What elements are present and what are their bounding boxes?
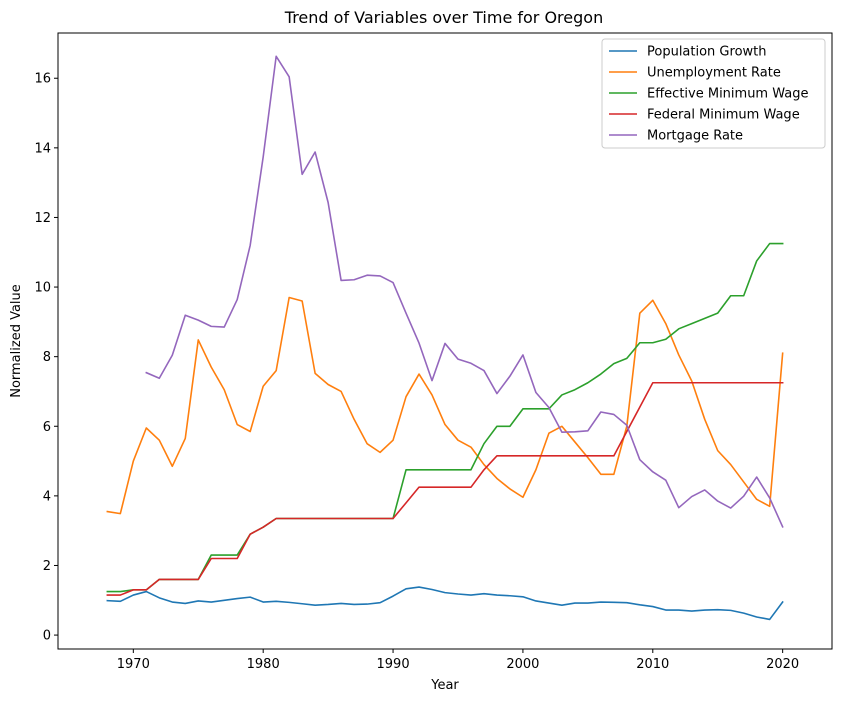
y-tick-label: 12 (34, 211, 51, 226)
y-tick-label: 4 (43, 489, 51, 504)
y-axis-label: Normalized Value (9, 284, 24, 398)
y-tick-label: 8 (43, 350, 51, 365)
y-tick-label: 10 (34, 281, 51, 296)
legend-label-unemployment-rate: Unemployment Rate (647, 66, 781, 81)
legend-label-federal-minimum-wage: Federal Minimum Wage (647, 108, 800, 123)
series-line-unemployment-rate (106, 296, 784, 515)
x-tick-label: 1990 (377, 657, 410, 672)
x-tick-label: 2000 (506, 657, 539, 672)
y-tick-label: 14 (34, 141, 51, 156)
x-tick-label: 1970 (117, 657, 150, 672)
legend: Population Growth Unemployment Rate Effect… (601, 38, 826, 149)
x-axis: 1970 1980 1990 2000 2010 2020 (117, 649, 799, 672)
y-tick-label: 16 (34, 72, 51, 87)
series-line-population-growth (106, 586, 784, 621)
plot-frame (57, 32, 833, 650)
series-line-mortgage-rate (145, 55, 784, 528)
legend-box (601, 38, 826, 149)
series-line-effective-minimum-wage (106, 242, 784, 593)
y-tick-label: 6 (43, 420, 51, 435)
legend-label-mortgage-rate: Mortgage Rate (647, 129, 743, 144)
y-axis: 0 2 4 6 8 10 12 14 16 (34, 72, 58, 644)
x-tick-label: 2010 (636, 657, 669, 672)
y-tick-label: 0 (43, 629, 51, 644)
x-axis-label: Year (430, 678, 459, 693)
legend-label-effective-minimum-wage: Effective Minimum Wage (647, 87, 808, 102)
x-tick-label: 2020 (766, 657, 799, 672)
chart-title: Trend of Variables over Time for Oregon (284, 8, 603, 27)
series-line-federal-minimum-wage (106, 381, 784, 596)
x-tick-label: 1980 (247, 657, 280, 672)
y-tick-label: 2 (43, 559, 51, 574)
plot-area (106, 55, 784, 621)
legend-label-population-growth: Population Growth (647, 45, 767, 60)
